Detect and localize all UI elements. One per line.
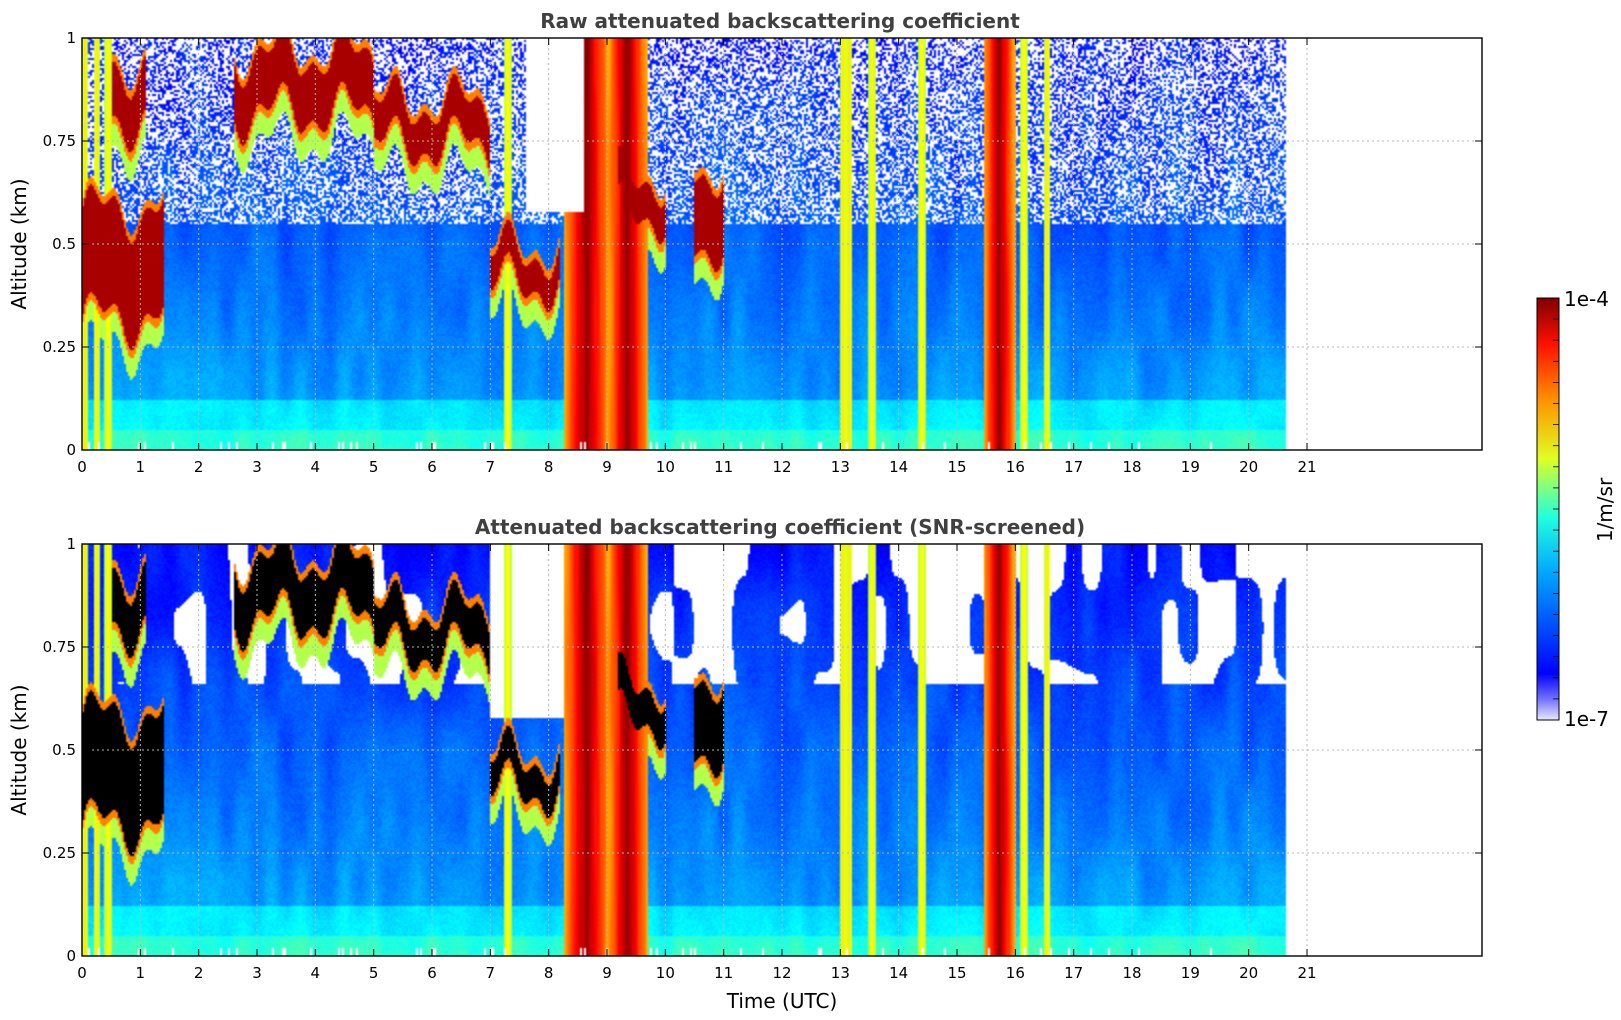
x-tick-label: 14 xyxy=(889,964,908,982)
colorbar-ticks xyxy=(1553,297,1559,721)
x-tick-label: 10 xyxy=(656,964,675,982)
x-tick-label: 7 xyxy=(486,964,496,982)
screened-backscatter-panel: Attenuated backscattering coefficient (S… xyxy=(7,515,1483,1013)
x-tick-label: 11 xyxy=(714,458,733,476)
x-tick-label: 17 xyxy=(1064,458,1083,476)
x-tick-label: 1 xyxy=(136,458,146,476)
x-tick-label: 2 xyxy=(194,964,204,982)
x-tick-label: 19 xyxy=(1181,458,1200,476)
x-tick-label: 13 xyxy=(831,964,850,982)
y-tick-label: 0 xyxy=(66,441,76,459)
y-tick-label: 0.5 xyxy=(52,235,76,253)
x-tick-label: 20 xyxy=(1239,964,1258,982)
y-tick-label: 1 xyxy=(66,29,76,47)
x-tick-label: 12 xyxy=(772,458,791,476)
x-tick-label: 15 xyxy=(947,964,966,982)
x-axis-label: Time (UTC) xyxy=(726,989,838,1013)
x-tick-label: 3 xyxy=(252,964,262,982)
x-tick-label: 0 xyxy=(77,458,87,476)
x-tick-label: 8 xyxy=(544,964,554,982)
y-tick-label: 0 xyxy=(66,947,76,965)
x-tick-label: 4 xyxy=(311,964,321,982)
raw-backscatter-panel: Raw attenuated backscattering coefficien… xyxy=(7,9,1483,476)
x-tick-label: 4 xyxy=(311,458,321,476)
x-tick-label: 7 xyxy=(486,458,496,476)
x-tick-label: 0 xyxy=(77,964,87,982)
y-axis-label: Altitude (km) xyxy=(7,684,31,815)
y-tick-label: 0.5 xyxy=(52,741,76,759)
x-tick-label: 21 xyxy=(1297,964,1316,982)
y-axis-label: Altitude (km) xyxy=(7,178,31,309)
colorbar-max-label: 1e-4 xyxy=(1564,287,1609,311)
x-tick-label: 18 xyxy=(1122,458,1141,476)
x-tick-label: 11 xyxy=(714,964,733,982)
x-tick-label: 5 xyxy=(369,458,379,476)
panel-title: Attenuated backscattering coefficient (S… xyxy=(475,515,1085,539)
plot-frame xyxy=(81,37,1483,451)
y-tick-label: 0.25 xyxy=(43,338,76,356)
grid-lines xyxy=(82,544,1482,956)
x-tick-label: 8 xyxy=(544,458,554,476)
y-tick-label: 0.75 xyxy=(43,132,76,150)
axis-ticks: 0 1 2 3 4 5 6 7 8 9 10 11 12 13 14 15 16 17 18 19 20 2100.250… xyxy=(43,29,1482,476)
x-tick-label: 13 xyxy=(831,458,850,476)
x-tick-label: 19 xyxy=(1181,964,1200,982)
x-tick-label: 15 xyxy=(947,458,966,476)
x-tick-label: 6 xyxy=(427,964,437,982)
x-tick-label: 9 xyxy=(602,964,612,982)
x-tick-label: 14 xyxy=(889,458,908,476)
colorbar-min-label: 1e-7 xyxy=(1564,707,1609,731)
x-tick-label: 2 xyxy=(194,458,204,476)
y-tick-label: 0.25 xyxy=(43,844,76,862)
colorbar-unit-label: 1/m/sr xyxy=(1593,477,1617,542)
x-tick-label: 20 xyxy=(1239,458,1258,476)
x-tick-label: 3 xyxy=(252,458,262,476)
x-tick-label: 1 xyxy=(136,964,146,982)
x-tick-label: 21 xyxy=(1297,458,1316,476)
grid-lines xyxy=(82,38,1482,450)
colorbar: 1e-4 1e-7 1/m/sr xyxy=(1536,287,1617,731)
x-tick-label: 12 xyxy=(772,964,791,982)
x-tick-label: 16 xyxy=(1006,964,1025,982)
x-tick-label: 18 xyxy=(1122,964,1141,982)
x-tick-label: 16 xyxy=(1006,458,1025,476)
axis-ticks: 0 1 2 3 4 5 6 7 8 9 10 11 12 13 14 15 16 17 18 19 20 2100.250… xyxy=(43,535,1482,982)
plot-frame xyxy=(81,543,1483,957)
x-tick-label: 10 xyxy=(656,458,675,476)
x-tick-label: 17 xyxy=(1064,964,1083,982)
panel-title: Raw attenuated backscattering coefficien… xyxy=(540,9,1020,33)
y-tick-label: 0.75 xyxy=(43,638,76,656)
x-tick-label: 9 xyxy=(602,458,612,476)
x-tick-label: 5 xyxy=(369,964,379,982)
y-tick-label: 1 xyxy=(66,535,76,553)
x-tick-label: 6 xyxy=(427,458,437,476)
